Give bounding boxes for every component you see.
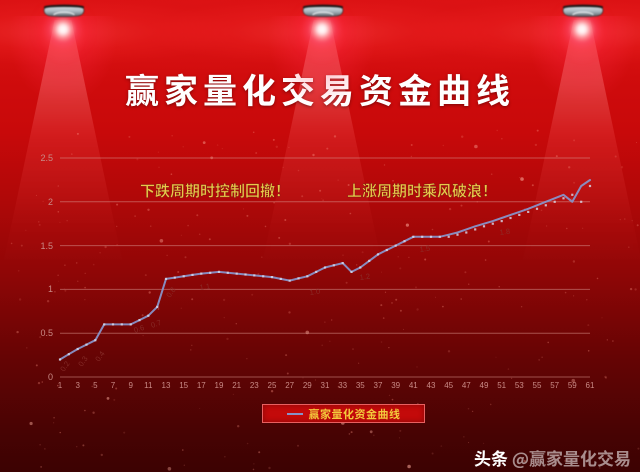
svg-text:7: 7 bbox=[111, 381, 116, 390]
svg-text:17: 17 bbox=[197, 381, 206, 390]
svg-text:37: 37 bbox=[374, 381, 383, 390]
svg-text:9: 9 bbox=[128, 381, 133, 390]
svg-text:49: 49 bbox=[480, 381, 489, 390]
svg-text:5: 5 bbox=[93, 381, 98, 390]
svg-text:上涨周期时乘风破浪！: 上涨周期时乘风破浪！ bbox=[347, 180, 497, 201]
svg-text:2: 2 bbox=[48, 197, 53, 207]
svg-text:1: 1 bbox=[48, 284, 53, 294]
svg-text:41: 41 bbox=[409, 381, 418, 390]
svg-text:0.4: 0.4 bbox=[93, 349, 106, 363]
svg-text:35: 35 bbox=[356, 381, 365, 390]
svg-text:57: 57 bbox=[550, 381, 559, 390]
svg-text:27: 27 bbox=[285, 381, 294, 390]
svg-text:1.5: 1.5 bbox=[419, 244, 431, 254]
svg-text:1.1: 1.1 bbox=[199, 282, 211, 292]
svg-text:23: 23 bbox=[250, 381, 259, 390]
svg-text:47: 47 bbox=[462, 381, 471, 390]
svg-text:53: 53 bbox=[515, 381, 524, 390]
svg-text:19: 19 bbox=[215, 381, 224, 390]
svg-text:下跌周期时控制回撤！: 下跌周期时控制回撤！ bbox=[140, 180, 290, 201]
svg-text:43: 43 bbox=[427, 381, 436, 390]
svg-text:15: 15 bbox=[179, 381, 188, 390]
svg-text:55: 55 bbox=[533, 381, 542, 390]
svg-text:45: 45 bbox=[444, 381, 453, 390]
svg-text:0.5: 0.5 bbox=[40, 328, 53, 338]
svg-text:33: 33 bbox=[338, 381, 347, 390]
svg-text:39: 39 bbox=[391, 381, 400, 390]
svg-text:0: 0 bbox=[48, 372, 53, 382]
svg-text:0.2: 0.2 bbox=[58, 359, 71, 373]
svg-text:1.2: 1.2 bbox=[359, 272, 371, 282]
svg-text:13: 13 bbox=[162, 381, 171, 390]
svg-text:21: 21 bbox=[232, 381, 241, 390]
svg-text:59: 59 bbox=[568, 381, 577, 390]
svg-text:1.8: 1.8 bbox=[499, 227, 511, 237]
svg-text:61: 61 bbox=[586, 381, 595, 390]
svg-text:11: 11 bbox=[144, 381, 153, 390]
svg-text:0.7: 0.7 bbox=[150, 318, 163, 330]
svg-text:0.8: 0.8 bbox=[164, 285, 177, 299]
svg-text:29: 29 bbox=[303, 381, 312, 390]
svg-text:31: 31 bbox=[321, 381, 330, 390]
svg-text:2.5: 2.5 bbox=[40, 153, 53, 163]
svg-text:3: 3 bbox=[75, 381, 80, 390]
svg-text:1.0: 1.0 bbox=[309, 287, 321, 297]
svg-text:1.5: 1.5 bbox=[40, 241, 53, 251]
svg-text:51: 51 bbox=[497, 381, 506, 390]
svg-text:1: 1 bbox=[58, 381, 63, 390]
svg-text:25: 25 bbox=[268, 381, 277, 390]
svg-text:0.3: 0.3 bbox=[76, 354, 89, 368]
